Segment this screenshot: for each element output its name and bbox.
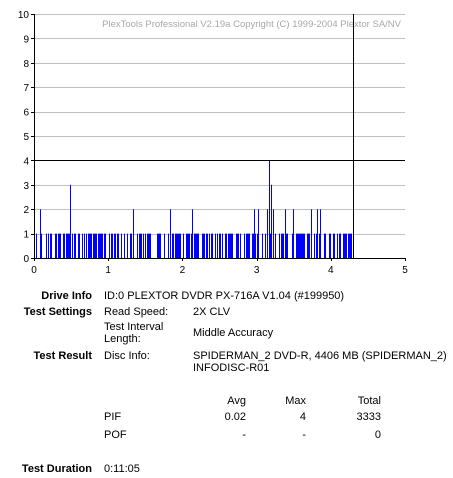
test-settings-label: Test Settings: [23, 306, 92, 318]
y-tick-label: 4: [23, 156, 29, 167]
x-tick-label: 2: [180, 265, 186, 276]
stats-header-avg: Avg: [227, 395, 246, 407]
read-speed-label: Read Speed:: [104, 306, 169, 318]
chart-watermark: PlexTools Professional V2.19a Copyright …: [102, 19, 402, 30]
pof-max: -: [302, 429, 306, 441]
test-interval-value: Middle Accuracy: [193, 327, 274, 339]
y-tick-label: 10: [18, 10, 30, 21]
disc-info-label: Disc Info:: [104, 350, 150, 362]
y-tick-label: 2: [23, 205, 29, 216]
pif-max: 4: [299, 411, 306, 423]
disc-info-line1: SPIDERMAN_2 DVD-R, 4406 MB (SPIDERMAN_2): [193, 350, 447, 362]
stats-header-total: Total: [357, 395, 381, 407]
drive-info-label: Drive Info: [41, 290, 92, 302]
stats-header-max: Max: [285, 395, 306, 407]
pof-avg: -: [242, 429, 246, 441]
x-tick-label: 4: [328, 265, 334, 276]
test-duration-value: 0:11:05: [104, 463, 140, 475]
test-interval-label-line1: Test Interval: [104, 321, 164, 333]
pof-total: 0: [374, 429, 381, 441]
y-tick-label: 7: [23, 83, 29, 94]
pif-avg: 0.02: [224, 411, 246, 423]
y-tick-label: 3: [23, 181, 29, 192]
y-tick-label: 1: [23, 230, 29, 241]
pof-row-label: POF: [104, 429, 127, 441]
y-tick-label: 6: [23, 108, 29, 119]
y-tick-label: 5: [23, 132, 29, 143]
x-tick-label: 1: [105, 265, 111, 276]
disc-info-line2: INFODISC-R01: [193, 362, 270, 374]
y-tick-label: 9: [23, 34, 29, 45]
y-tick-label: 0: [23, 254, 29, 265]
pif-row-label: PIF: [104, 411, 122, 423]
pif-total: 3333: [356, 411, 381, 423]
x-tick-label: 0: [31, 265, 37, 276]
y-tick-label: 8: [23, 59, 29, 70]
test-duration-label: Test Duration: [21, 463, 92, 475]
x-tick-label: 3: [254, 265, 260, 276]
read-speed-value: 2X CLV: [193, 306, 231, 318]
pif-bars: [36, 160, 352, 258]
pif-chart: PlexTools Professional V2.19a Copyright …: [18, 10, 408, 276]
test-result-label: Test Result: [33, 350, 92, 362]
x-tick-label: 5: [402, 265, 408, 276]
test-interval-label-line2: Length:: [104, 333, 141, 345]
drive-info-value: ID:0 PLEXTOR DVDR PX-716A V1.04 (#199950…: [104, 290, 345, 302]
